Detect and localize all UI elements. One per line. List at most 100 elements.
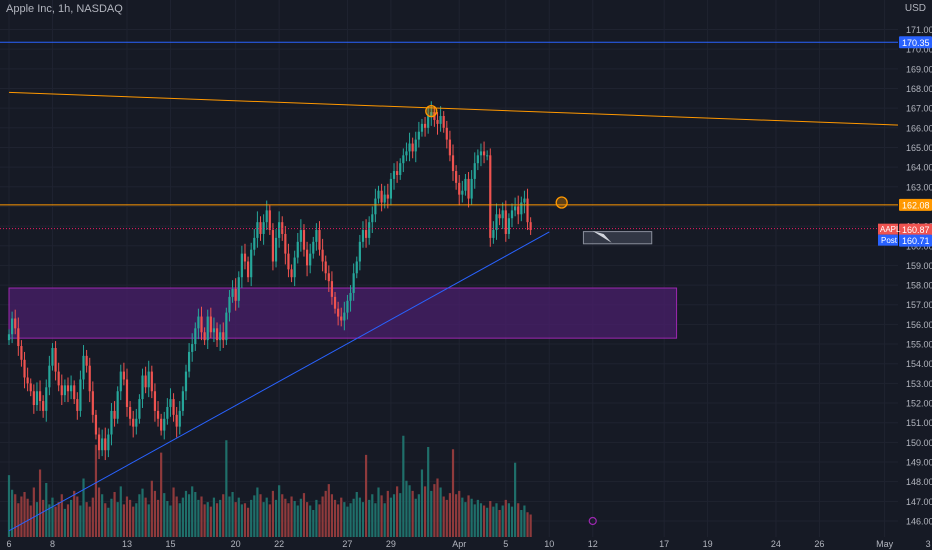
candle[interactable] — [29, 383, 32, 392]
candle[interactable] — [405, 151, 408, 156]
candle[interactable] — [259, 222, 262, 234]
candle[interactable] — [423, 123, 427, 128]
candle[interactable] — [128, 406, 132, 419]
candle[interactable] — [482, 151, 486, 156]
candle[interactable] — [386, 194, 389, 199]
candle[interactable] — [436, 119, 439, 124]
candle[interactable] — [169, 399, 172, 407]
candle[interactable] — [439, 116, 442, 124]
candle[interactable] — [371, 214, 374, 223]
high-marker-circle[interactable] — [425, 104, 438, 118]
candle[interactable] — [321, 249, 324, 262]
candle[interactable] — [194, 328, 197, 345]
candle[interactable] — [97, 434, 101, 451]
candle[interactable] — [70, 385, 73, 392]
candle[interactable] — [464, 178, 467, 191]
candle[interactable] — [45, 387, 48, 411]
candle[interactable] — [299, 230, 302, 242]
candle[interactable] — [315, 230, 318, 242]
candle[interactable] — [411, 143, 414, 152]
candle[interactable] — [414, 139, 417, 152]
candle[interactable] — [141, 375, 144, 400]
candle[interactable] — [172, 399, 175, 415]
candle[interactable] — [284, 233, 287, 254]
candle[interactable] — [526, 198, 529, 223]
candle[interactable] — [305, 249, 309, 266]
candle[interactable] — [237, 277, 240, 301]
event-marker[interactable] — [588, 516, 597, 526]
post-price-tag[interactable]: 160.71 — [902, 236, 930, 246]
candle[interactable] — [119, 371, 122, 392]
candle[interactable] — [225, 312, 228, 341]
candle[interactable] — [473, 163, 476, 179]
candle[interactable] — [302, 230, 306, 250]
candle[interactable] — [461, 190, 464, 195]
candle[interactable] — [135, 418, 138, 427]
candle[interactable] — [290, 269, 293, 278]
candle[interactable] — [250, 249, 253, 278]
candle[interactable] — [215, 328, 219, 341]
candle[interactable] — [408, 143, 411, 152]
candle[interactable] — [107, 434, 110, 451]
candle[interactable] — [396, 171, 399, 175]
candle[interactable] — [228, 296, 231, 313]
candle[interactable] — [361, 230, 365, 242]
candle[interactable] — [175, 414, 178, 427]
consolidation-box[interactable] — [582, 231, 653, 245]
candle[interactable] — [343, 312, 346, 321]
candle[interactable] — [200, 316, 203, 333]
candle[interactable] — [253, 237, 256, 250]
candle[interactable] — [442, 116, 445, 128]
candle[interactable] — [17, 328, 20, 347]
candle[interactable] — [402, 155, 405, 164]
candle[interactable] — [417, 131, 420, 140]
candle[interactable] — [166, 406, 169, 419]
candle[interactable] — [358, 241, 361, 262]
candle[interactable] — [486, 155, 489, 157]
candle[interactable] — [212, 328, 216, 333]
candle[interactable] — [287, 253, 290, 270]
candle[interactable] — [32, 391, 35, 406]
candle[interactable] — [60, 385, 63, 396]
candle[interactable] — [268, 210, 271, 231]
candle[interactable] — [374, 198, 377, 215]
candle[interactable] — [355, 261, 358, 274]
candle[interactable] — [110, 410, 113, 435]
candle[interactable] — [57, 371, 60, 386]
candle[interactable] — [278, 222, 281, 238]
candle[interactable] — [14, 318, 17, 329]
candle[interactable] — [94, 414, 98, 435]
candle[interactable] — [309, 253, 312, 266]
candle[interactable] — [144, 375, 147, 388]
candle[interactable] — [256, 222, 259, 238]
candle[interactable] — [458, 182, 461, 195]
candle[interactable] — [73, 385, 76, 400]
candle[interactable] — [470, 178, 473, 199]
arrow-marker[interactable] — [592, 231, 612, 243]
last-price-tag[interactable]: 160.87 — [902, 225, 930, 235]
candle[interactable] — [11, 318, 14, 335]
candle[interactable] — [178, 410, 181, 427]
candle[interactable] — [489, 155, 492, 238]
candle[interactable] — [349, 292, 352, 301]
symbol-title[interactable]: Apple Inc, 1h, NASDAQ — [6, 3, 123, 15]
candle[interactable] — [520, 202, 523, 215]
candle[interactable] — [352, 273, 355, 293]
candle[interactable] — [467, 178, 470, 199]
candle[interactable] — [501, 210, 504, 219]
orange-level-price-tag[interactable]: 162.08 — [902, 200, 930, 210]
candle[interactable] — [293, 257, 296, 278]
candle[interactable] — [383, 194, 386, 203]
candle[interactable] — [240, 253, 243, 278]
candle[interactable] — [427, 116, 430, 128]
candle[interactable] — [476, 155, 479, 164]
candle[interactable] — [265, 210, 268, 223]
candle[interactable] — [498, 214, 501, 219]
candle[interactable] — [330, 281, 334, 297]
candle[interactable] — [82, 355, 85, 380]
candle[interactable] — [38, 391, 42, 402]
descending-trendline[interactable] — [8, 91, 932, 127]
candle[interactable] — [187, 351, 191, 372]
candle[interactable] — [79, 379, 82, 411]
candle[interactable] — [243, 253, 247, 262]
